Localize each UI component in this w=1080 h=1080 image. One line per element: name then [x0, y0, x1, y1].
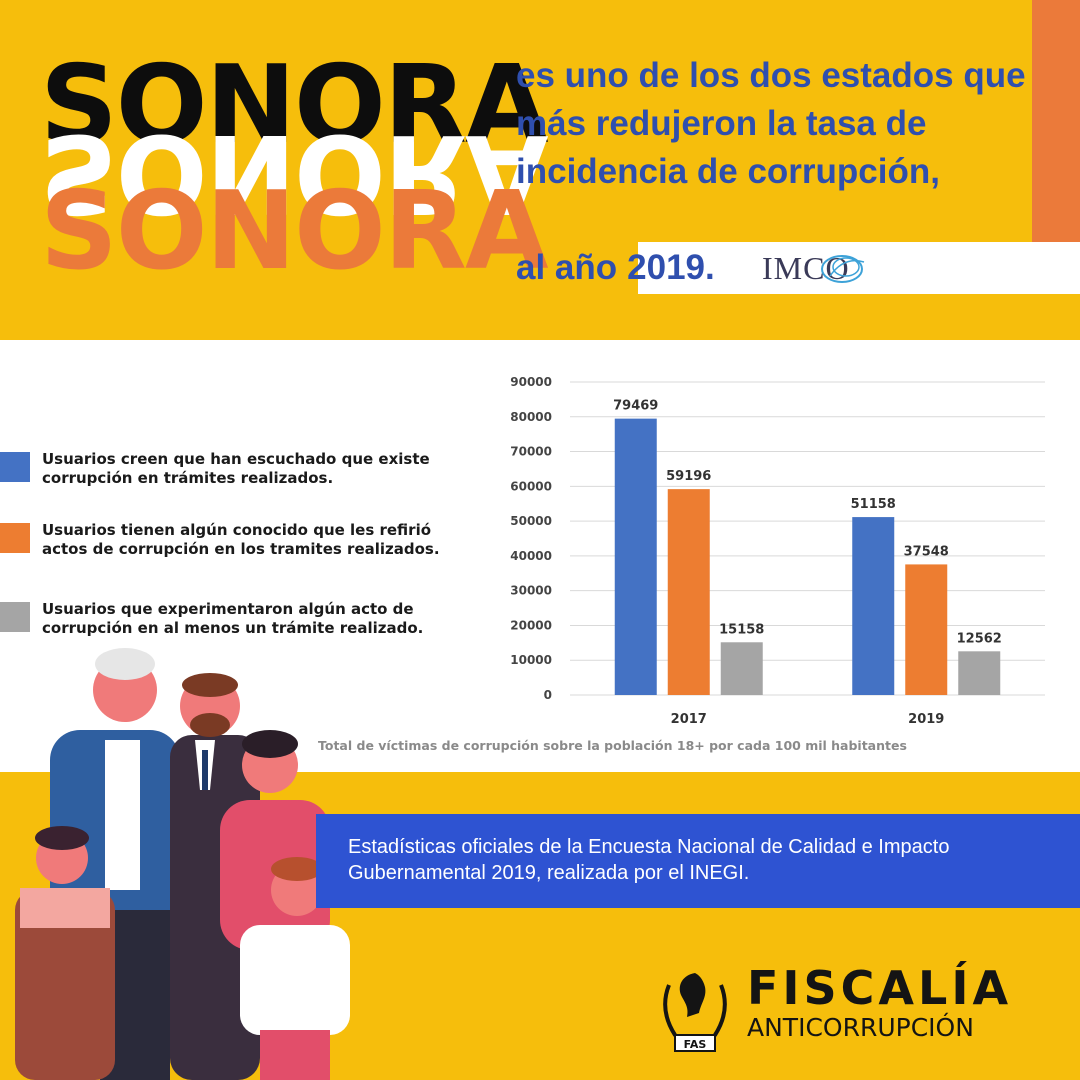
headline-last-text: al año	[516, 248, 618, 287]
headline: es uno de los dos estados que más reduje…	[516, 56, 1026, 191]
y-tick-label: 60000	[510, 479, 552, 493]
headline-last-line: al año 2019.	[516, 244, 715, 292]
title-word: SONORA	[40, 43, 549, 168]
laurel-emblem-icon: FAS	[663, 973, 727, 1052]
bar	[614, 418, 657, 695]
y-tick-label: 0	[544, 688, 552, 702]
bar-data-label: 37548	[904, 544, 949, 559]
bar	[720, 642, 763, 695]
legend-item: Usuarios que experimentaron algún acto d…	[0, 600, 480, 660]
brand-subtitle: ANTICORRUPCIÓN	[747, 1013, 974, 1042]
title-word-orange: SONORA	[40, 169, 549, 294]
fiscalia-logo: FAS FISCALÍA ANTICORRUPCIÓN	[655, 965, 1035, 1055]
bar-data-label: 51158	[851, 497, 896, 512]
fas-badge-text: FAS	[684, 1038, 707, 1051]
legend-label: Usuarios tienen algún conocido que les r…	[42, 521, 440, 558]
y-tick-label: 70000	[510, 445, 552, 459]
accent-bar	[1032, 0, 1080, 242]
y-tick-label: 40000	[510, 549, 552, 563]
source-banner: Estadísticas oficiales de la Encuesta Na…	[316, 814, 1080, 908]
bar-data-label: 79469	[613, 399, 658, 414]
y-tick-label: 30000	[510, 584, 552, 598]
bar	[905, 564, 948, 695]
legend-item: Usuarios creen que han escuchado que exi…	[0, 450, 480, 510]
bar-data-label: 12562	[957, 631, 1002, 646]
imco-swirl-icon	[821, 255, 865, 283]
legend-label: Usuarios que experimentaron algún acto d…	[42, 600, 424, 637]
legend-swatch-blue	[0, 452, 30, 482]
x-tick-label: 2019	[908, 712, 944, 727]
brand-name: FISCALÍA	[747, 961, 1013, 1015]
y-tick-label: 80000	[510, 410, 552, 424]
source-text: Estadísticas oficiales de la Encuesta Na…	[348, 836, 950, 884]
bar	[958, 651, 1001, 695]
y-tick-label: 90000	[510, 375, 552, 389]
bar	[667, 489, 710, 695]
bar	[852, 517, 895, 695]
y-tick-label: 10000	[510, 653, 552, 667]
imco-logo: IMCO	[762, 250, 865, 287]
legend-label: Usuarios creen que han escuchado que exi…	[42, 450, 430, 487]
bar-data-label: 15158	[719, 622, 764, 637]
legend-item: Usuarios tienen algún conocido que les r…	[0, 521, 480, 581]
bar-chart: 0 10000 20000 30000 40000 50000 60000 70000 8000…	[510, 375, 1045, 727]
headline-year: 2019.	[627, 248, 715, 287]
bar-data-label: 59196	[666, 469, 711, 484]
legend-swatch-gray	[0, 602, 30, 632]
chart-footnote: Total de víctimas de corrupción sobre la…	[318, 738, 907, 753]
x-tick-label: 2017	[671, 712, 707, 727]
y-tick-label: 50000	[510, 514, 552, 528]
y-tick-label: 20000	[510, 618, 552, 632]
family-illustration	[15, 648, 350, 1080]
legend-swatch-orange	[0, 523, 30, 553]
